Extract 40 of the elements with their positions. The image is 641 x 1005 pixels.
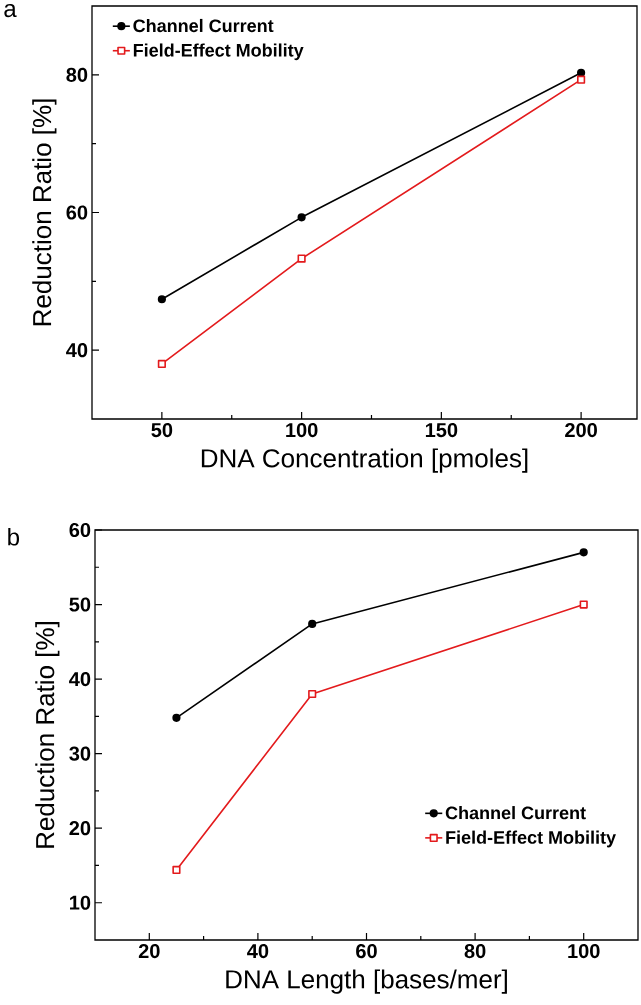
y-tick-label: 40 (69, 672, 91, 687)
legend-label: Field-Effect Mobility (446, 830, 616, 848)
x-tick-label: 150 (425, 422, 458, 438)
y-axis-title: Reduction Ratio [%] (32, 99, 57, 326)
point (157, 295, 166, 304)
y-tick-label: 80 (66, 67, 88, 82)
y-tick-label: 20 (69, 821, 91, 836)
point (297, 254, 306, 263)
x-axis-title: DNA Concentration [pmoles] (201, 448, 528, 473)
point (579, 548, 588, 557)
x-tick-label: 100 (286, 422, 318, 438)
point (577, 68, 586, 77)
point (577, 75, 586, 84)
legend-label: Channel Current (133, 18, 274, 33)
y-tick-label: 30 (69, 746, 91, 761)
x-tick-label: 100 (568, 943, 600, 959)
legend-label: Field-Effect Mobility (133, 43, 304, 61)
x-tick-label: 40 (247, 943, 269, 959)
point (579, 600, 588, 609)
x-axis-title: DNA Length [bases/mer] (226, 969, 507, 994)
y-tick-label: 50 (69, 597, 91, 612)
x-tick-label: 200 (565, 422, 597, 438)
point (172, 713, 181, 722)
point (308, 689, 317, 699)
y-tick-label: 60 (66, 205, 88, 220)
point (308, 619, 317, 629)
x-tick-label: 60 (356, 943, 377, 959)
x-tick-label: 20 (138, 943, 160, 959)
legend-label: Channel Current (445, 806, 586, 820)
point (172, 865, 181, 875)
y-tick-label: 60 (69, 522, 91, 538)
chart-title: a (4, 3, 17, 18)
y-tick-label: 40 (66, 343, 88, 358)
point (297, 213, 306, 222)
x-tick-label: 50 (151, 422, 173, 438)
y-tick-label: 10 (70, 895, 91, 910)
y-axis-title: Reduction Ratio [%] (35, 622, 60, 848)
point (157, 359, 166, 369)
chart-title: b (8, 527, 20, 546)
x-tick-label: 80 (464, 943, 486, 959)
